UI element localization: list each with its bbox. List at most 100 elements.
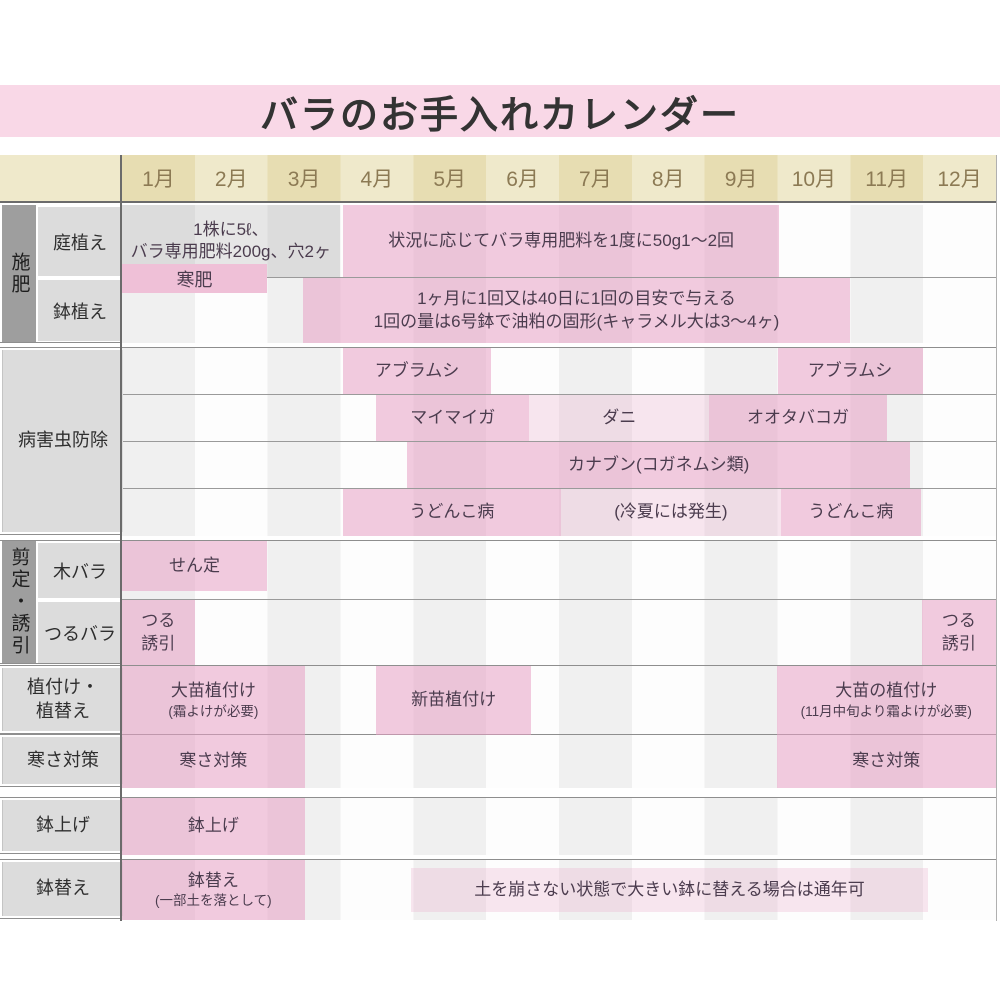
calendar-bar: カナブン(コガネムシ類) bbox=[406, 442, 911, 488]
calendar-bar: 鉢替え (一部土を落として) bbox=[122, 860, 305, 920]
section-pest-control: 病害虫防除 アブラムシ アブラムシマイマイガ ダニ オオタバコガカナブン(コガネムシ類)… bbox=[0, 347, 997, 536]
calendar-track: 寒さ対策 寒さ対策 bbox=[122, 735, 996, 788]
calendar-bar: (冷夏には発生) bbox=[560, 489, 781, 536]
month-header-5: 5月 bbox=[433, 168, 467, 191]
sub-row-label: つるバラ bbox=[38, 602, 122, 663]
calendar-table: 1月 2月 3月 4月 5月 6月 7月 8月 9月 10月 11月 12月 施肥 庭植え 1株に5ℓ、バ… bbox=[0, 155, 998, 921]
month-header-1: 1月 bbox=[142, 168, 175, 191]
month-header-11: 11月 bbox=[865, 168, 909, 191]
row-label-line: 鉢替え bbox=[36, 878, 90, 899]
month-header-3: 3月 bbox=[287, 168, 321, 191]
calendar-bar: うどんこ病 bbox=[780, 489, 921, 536]
month-header-cells: 1月 2月 3月 4月 5月 6月 7月 8月 9月 10月 11月 12月 bbox=[122, 155, 996, 201]
calendar-bar: 鉢上げ bbox=[122, 798, 305, 855]
section-cold-protection: 寒さ対策 寒さ対策 寒さ対策 bbox=[0, 734, 997, 788]
page-title: バラのお手入れカレンダー bbox=[259, 94, 740, 137]
bar-label: (霜よけが必要) bbox=[168, 703, 259, 719]
calendar-bar: 大苗植付け (霜よけが必要) bbox=[122, 666, 305, 735]
calendar-track: マイマイガ ダニ オオタバコガ bbox=[122, 395, 996, 442]
header-corner-cell bbox=[0, 155, 122, 201]
calendar-bar: アブラムシ bbox=[777, 348, 923, 394]
bar-label: つる bbox=[141, 611, 176, 631]
bar-label: 寒さ対策 bbox=[852, 751, 921, 771]
calendar-bar: 大苗の植付け (11月中旬より霜よけが必要) bbox=[776, 666, 996, 735]
category-label-fertilizing: 施肥 bbox=[2, 205, 36, 342]
bar-label: カナブン(コガネムシ類) bbox=[567, 454, 750, 474]
bar-label: 新苗植付け bbox=[411, 690, 497, 710]
bar-label: (11月中旬より霜よけが必要) bbox=[800, 703, 972, 719]
bar-label: 大苗の植付け bbox=[835, 681, 938, 701]
month-header-9: 9月 bbox=[724, 168, 758, 191]
calendar-bar: 土を崩さない状態で大きい鉢に替える場合は通年可 bbox=[411, 868, 928, 912]
bar-label: つる bbox=[941, 611, 976, 631]
month-header-10: 10月 bbox=[791, 168, 837, 191]
calendar-bar: 寒さ対策 bbox=[776, 735, 996, 788]
bar-label: 1ヶ月に1回又は40日に1回の目安で与える bbox=[417, 289, 736, 309]
calendar-bar: 寒さ対策 bbox=[122, 735, 305, 788]
calendar-track: うどんこ病 (冷夏には発生) うどんこ病 bbox=[122, 489, 996, 536]
calendar-bar: 新苗植付け bbox=[376, 666, 532, 735]
row-label-line: 病害虫防除 bbox=[18, 430, 108, 451]
calendar-bar: ダニ bbox=[529, 395, 710, 441]
calendar-bar: アブラムシ bbox=[343, 348, 491, 394]
calendar-bar: 状況に応じてバラ専用肥料を1度に50g1〜2回 bbox=[343, 205, 780, 277]
sub-row-label: 木バラ bbox=[38, 543, 122, 598]
title-band: バラのお手入れカレンダー bbox=[0, 85, 1000, 137]
bar-label: マイマイガ bbox=[410, 407, 496, 427]
bar-label: 誘引 bbox=[941, 633, 976, 653]
overlay-bar: 寒肥 bbox=[122, 264, 268, 293]
bar-label: (一部土を落として) bbox=[155, 893, 272, 909]
month-header-2: 2月 bbox=[214, 168, 248, 191]
row-label-pest-control: 病害虫防除 bbox=[2, 350, 123, 532]
calendar-bar: オオタバコガ bbox=[709, 395, 887, 441]
calendar-bar: つる 誘引 bbox=[122, 600, 195, 665]
label-column-divider bbox=[120, 155, 122, 921]
calendar-track: せん定 bbox=[122, 541, 996, 600]
bar-label: 誘引 bbox=[141, 633, 176, 653]
bar-label: 鉢替え bbox=[187, 870, 239, 890]
section-pot-replacement: 鉢替え 鉢替え (一部土を落として) 土を崩さない状態で大きい鉢に替える場合は通年可 bbox=[0, 859, 997, 920]
calendar-bar: 1ヶ月に1回又は40日に1回の目安で与える 1回の量は6号鉢で油粕の固形(キャラメ… bbox=[302, 278, 851, 343]
calendar-track: アブラムシ アブラムシ bbox=[122, 348, 996, 395]
sub-row-label: 庭植え bbox=[38, 207, 122, 276]
calendar-bar: マイマイガ bbox=[376, 395, 530, 441]
bar-label: オオタバコガ bbox=[747, 407, 850, 427]
month-header-6: 6月 bbox=[506, 168, 539, 191]
month-header-12: 12月 bbox=[937, 168, 982, 191]
section-fertilizing: 施肥 庭植え 1株に5ℓ、 バラ専用肥料200g、穴2ヶ 状況に応じてバラ専用肥料を1度… bbox=[0, 205, 997, 343]
bar-label: せん定 bbox=[169, 555, 221, 575]
row-label-line: 植替え bbox=[36, 700, 90, 721]
row-label-planting-repotting: 植付け・ 植替え bbox=[2, 668, 123, 731]
calendar-body: 施肥 庭植え 1株に5ℓ、 バラ専用肥料200g、穴2ヶ 状況に応じてバラ専用肥料を1度… bbox=[0, 205, 997, 921]
bar-label: 1回の量は6号鉢で油粕の固形(キャラメル大は3〜4ヶ) bbox=[373, 311, 780, 331]
row-label-line: 植付け・ bbox=[27, 677, 99, 698]
calendar-track: つる 誘引 つる 誘引 bbox=[122, 600, 996, 665]
sub-row-label: 鉢植え bbox=[38, 280, 122, 341]
section-planting-repotting: 植付け・ 植替え 大苗植付け (霜よけが必要) 新苗植付け 大苗の植付け (11月中旬より霜… bbox=[0, 665, 997, 735]
month-header-row: 1月 2月 3月 4月 5月 6月 7月 8月 9月 10月 11月 12月 bbox=[0, 155, 997, 203]
month-header-7: 7月 bbox=[579, 168, 612, 191]
table-right-edge bbox=[996, 155, 997, 921]
calendar-track: カナブン(コガネムシ類) bbox=[122, 442, 996, 489]
row-label-cold-protection: 寒さ対策 bbox=[2, 737, 123, 784]
overlay-layer: 寒肥 bbox=[122, 205, 996, 342]
bar-label: ダニ bbox=[602, 407, 637, 427]
section-pruning-training: 剪定・誘引 木バラ せん定 つるバラ つる 誘引 つる 誘引 bbox=[0, 540, 997, 665]
month-header-4: 4月 bbox=[360, 168, 394, 191]
bar-label: うどんこ病 bbox=[808, 502, 894, 522]
bar-label: アブラムシ bbox=[807, 360, 893, 380]
category-label-pruning-training: 剪定・誘引 bbox=[2, 541, 36, 663]
row-label-potting-up: 鉢上げ bbox=[2, 800, 123, 851]
bar-label: アブラムシ bbox=[374, 360, 460, 380]
bar-label: 1株に5ℓ、 bbox=[193, 219, 269, 239]
row-label-pot-replacement: 鉢替え bbox=[2, 862, 123, 916]
calendar-track: 鉢上げ bbox=[122, 798, 996, 855]
bar-label: (冷夏には発生) bbox=[614, 502, 728, 522]
bar-label: 鉢上げ bbox=[187, 816, 239, 836]
row-label-line: 鉢上げ bbox=[36, 814, 90, 835]
calendar-bar: せん定 bbox=[122, 541, 268, 591]
bar-label: 状況に応じてバラ専用肥料を1度に50g1〜2回 bbox=[388, 230, 735, 250]
calendar-bar: つる 誘引 bbox=[921, 600, 996, 665]
calendar-track: 鉢替え (一部土を落として) 土を崩さない状態で大きい鉢に替える場合は通年可 bbox=[122, 860, 996, 920]
